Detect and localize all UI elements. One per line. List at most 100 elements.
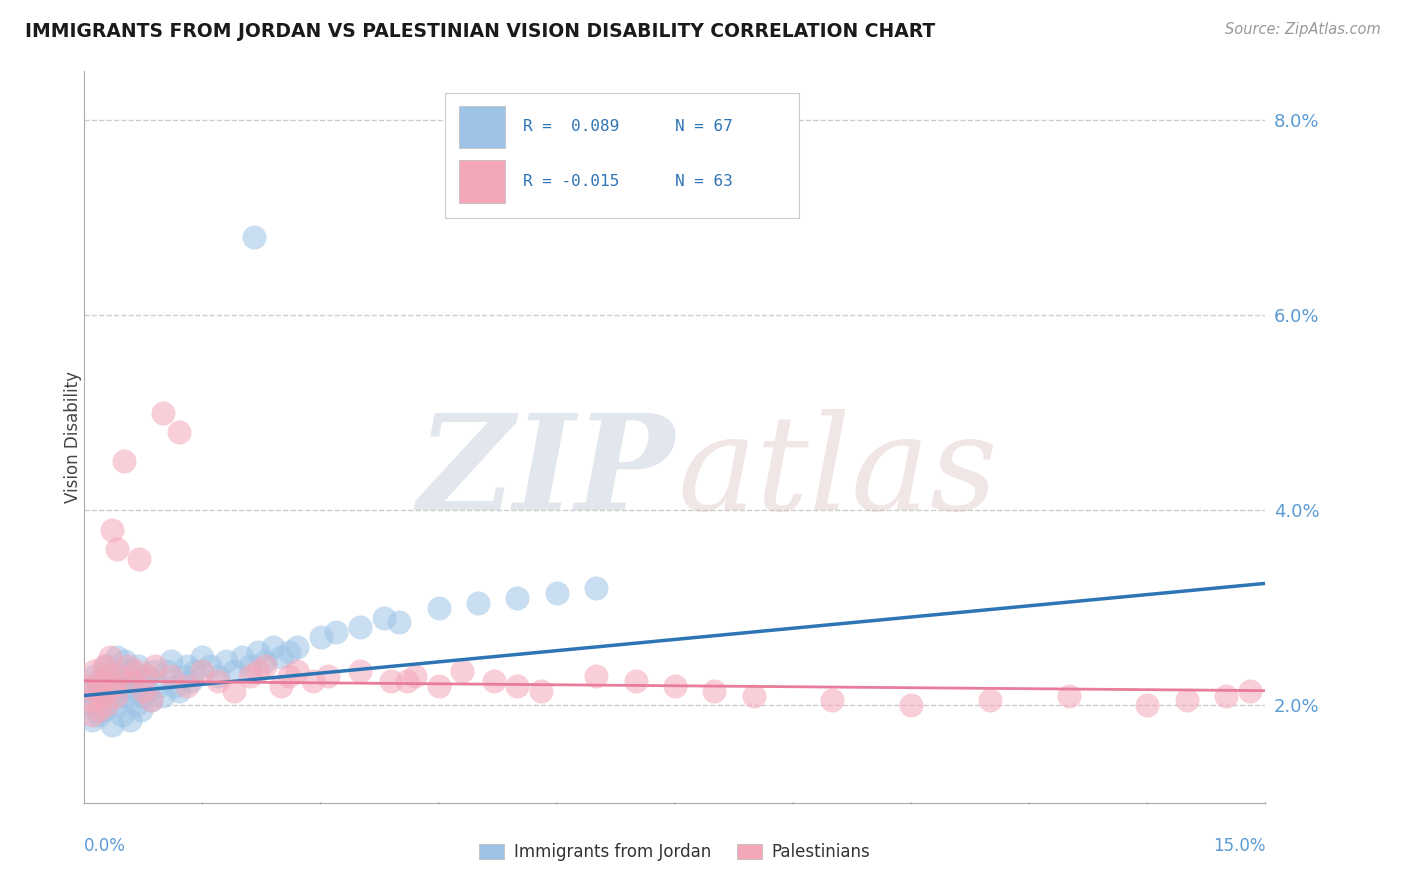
Point <box>742 689 765 703</box>
Point <box>546 586 568 600</box>
Point <box>152 406 174 420</box>
Point <box>132 683 155 698</box>
Point <box>114 654 136 668</box>
Point <box>396 673 419 688</box>
Point <box>207 673 229 688</box>
Point <box>467 596 489 610</box>
Point <box>160 669 183 683</box>
Point <box>262 640 284 654</box>
Point <box>585 581 607 595</box>
Point <box>122 683 145 698</box>
Point <box>388 615 411 630</box>
Point <box>90 689 112 703</box>
Point <box>104 689 127 703</box>
Point <box>278 669 301 683</box>
Point <box>101 718 124 732</box>
Point <box>349 620 371 634</box>
Point <box>183 664 205 678</box>
Point <box>90 693 112 707</box>
Point <box>821 693 844 707</box>
Text: 15.0%: 15.0% <box>1213 837 1265 855</box>
Point <box>128 673 150 688</box>
Point <box>112 689 135 703</box>
Point <box>132 689 155 703</box>
Point <box>167 683 190 698</box>
Point <box>103 679 125 693</box>
Point <box>121 664 143 678</box>
Point <box>111 708 134 723</box>
Point <box>152 689 174 703</box>
Point <box>84 683 107 698</box>
Point <box>82 713 104 727</box>
Point <box>506 679 529 693</box>
Point <box>124 698 146 713</box>
Point <box>108 669 131 683</box>
Text: atlas: atlas <box>678 409 998 538</box>
Point <box>129 703 152 717</box>
Point <box>191 649 214 664</box>
Point <box>87 708 110 723</box>
Point <box>318 669 340 683</box>
Point <box>160 654 183 668</box>
Point <box>79 693 101 707</box>
Point <box>239 669 262 683</box>
Point <box>242 230 264 244</box>
Point <box>128 552 150 566</box>
Point <box>82 708 104 723</box>
Point <box>77 679 100 693</box>
Point <box>89 673 111 688</box>
Point <box>176 679 198 693</box>
Point <box>270 649 292 664</box>
Point <box>118 713 141 727</box>
Point <box>585 669 607 683</box>
Point <box>148 679 170 693</box>
Point <box>1239 683 1261 698</box>
Point <box>83 669 105 683</box>
Point <box>87 703 110 717</box>
Point <box>172 669 194 683</box>
Point <box>176 659 198 673</box>
Point <box>101 523 124 537</box>
Point <box>451 664 474 678</box>
Point <box>117 659 139 673</box>
Point <box>141 693 163 707</box>
Point <box>136 683 159 698</box>
Point <box>1057 689 1080 703</box>
Point <box>200 659 222 673</box>
Point <box>349 664 371 678</box>
Point <box>1175 693 1198 707</box>
Y-axis label: Vision Disability: Vision Disability <box>65 371 82 503</box>
Point <box>121 673 143 688</box>
Point <box>124 664 146 678</box>
Point <box>624 673 647 688</box>
Point <box>112 454 135 468</box>
Point <box>703 683 725 698</box>
Point <box>127 659 149 673</box>
Point <box>104 698 127 713</box>
Point <box>117 679 139 693</box>
Point <box>135 669 157 683</box>
Legend: Immigrants from Jordan, Palestinians: Immigrants from Jordan, Palestinians <box>472 837 877 868</box>
Point <box>180 673 202 688</box>
Point <box>246 645 269 659</box>
Point <box>427 679 450 693</box>
Text: 0.0%: 0.0% <box>84 837 127 855</box>
Point <box>664 679 686 693</box>
Point <box>97 669 120 683</box>
Point <box>239 659 262 673</box>
Point <box>1136 698 1159 713</box>
Point <box>84 689 107 703</box>
Point <box>285 664 308 678</box>
Point <box>270 679 292 693</box>
Point <box>83 664 105 678</box>
Point <box>309 630 332 644</box>
Point <box>254 654 277 668</box>
Point <box>380 673 402 688</box>
Point <box>107 542 129 557</box>
Point <box>156 664 179 678</box>
Point <box>97 679 120 693</box>
Text: IMMIGRANTS FROM JORDAN VS PALESTINIAN VISION DISABILITY CORRELATION CHART: IMMIGRANTS FROM JORDAN VS PALESTINIAN VI… <box>25 22 935 41</box>
Point <box>900 698 922 713</box>
Point <box>222 664 245 678</box>
Point <box>1215 689 1237 703</box>
